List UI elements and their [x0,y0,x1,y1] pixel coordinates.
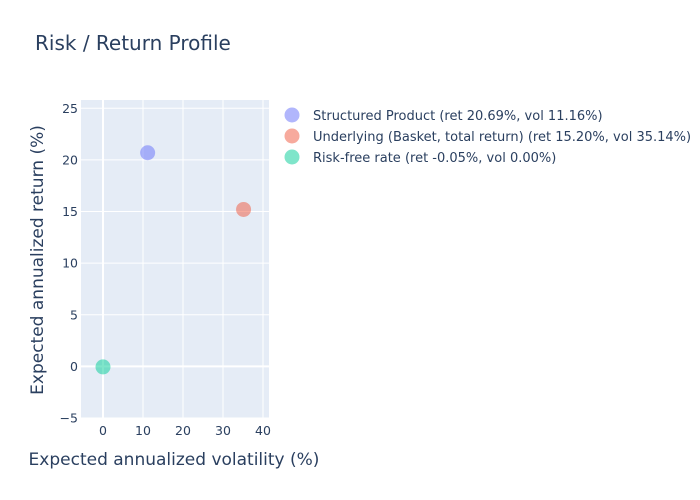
y-tick-label: −5 [60,411,78,426]
grid [81,100,269,419]
y-tick-label: 15 [62,204,78,219]
x-tick-label: 30 [215,423,231,438]
legend-item-label: Structured Product (ret 20.69%, vol 11.1… [313,109,603,124]
x-tick-label: 20 [175,423,191,438]
plot-area [81,100,269,418]
legend-marker [284,128,300,144]
y-axis-title: Expected annualized return (%) [28,125,48,395]
x-tick-label: 40 [255,423,271,438]
y-axis-ticks: −5 0 5 10 15 20 25 [60,101,78,426]
legend: Structured Product (ret 20.69%, vol 11.1… [284,107,691,166]
x-tick-label: 0 [99,423,107,438]
x-axis-title: Expected annualized volatility (%) [29,450,320,470]
legend-marker [284,149,300,165]
x-tick-label: 10 [135,423,151,438]
y-tick-label: 25 [62,101,78,116]
chart-title: Risk / Return Profile [35,31,231,55]
scatter-point [236,201,252,217]
y-tick-label: 10 [62,256,78,271]
data-points [95,145,252,375]
y-tick-label: 0 [70,359,78,374]
scatter-point [95,359,111,375]
y-tick-label: 5 [70,307,78,322]
legend-marker [284,107,300,123]
legend-item-label: Underlying (Basket, total return) (ret 1… [313,130,691,145]
x-axis-ticks: 0 10 20 30 40 [99,423,271,438]
legend-item-label: Risk-free rate (ret -0.05%, vol 0.00%) [313,151,556,166]
scatter-point [140,145,156,161]
y-tick-label: 20 [62,152,78,167]
